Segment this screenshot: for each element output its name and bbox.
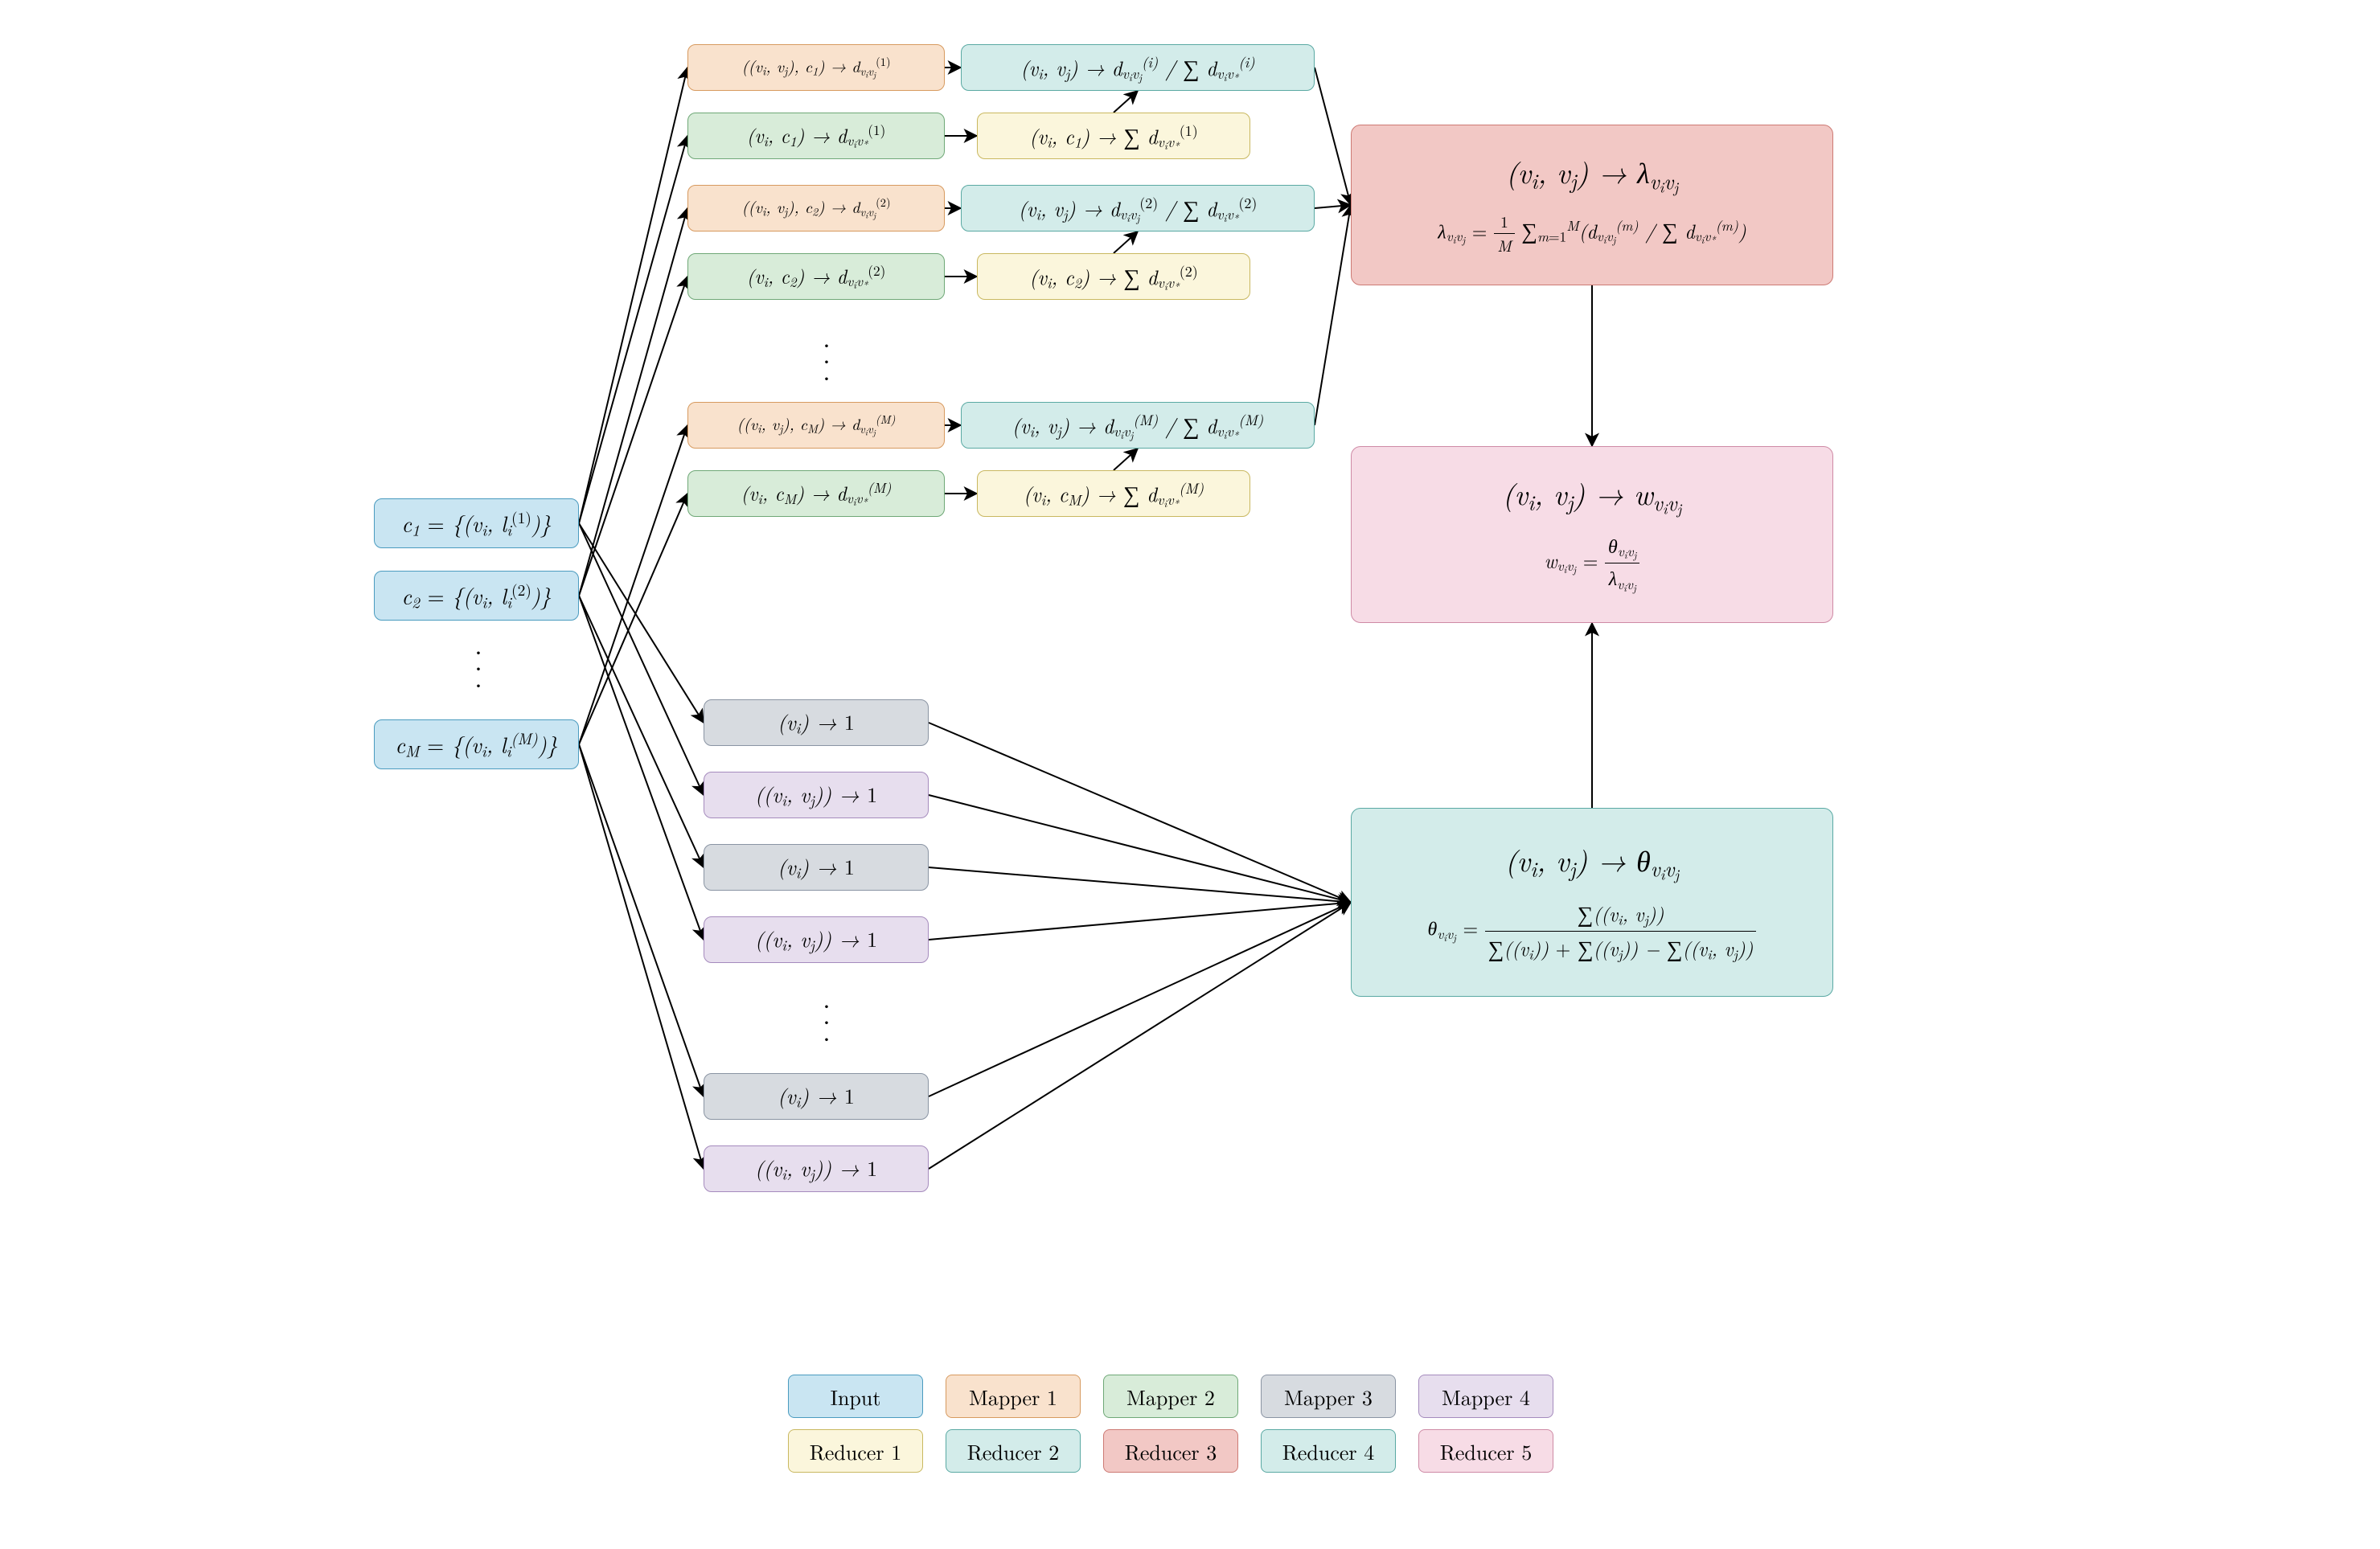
node-label: ((vi, vj)) → 1 [755,779,877,811]
legend-swatch: Reducer 3 [1103,1429,1238,1473]
node-label: (vi, c2) → dviv*(2) [747,261,886,293]
vertical-ellipsis: ··· [810,997,843,1046]
legend-swatch: Mapper 4 [1418,1375,1553,1418]
node-r2b: (vi, vj) → dvivj(2) / ∑ dviv*(2) [961,185,1315,232]
bignode-main: (vi, vj) → θvivj [1505,842,1679,884]
node-label: (vi) → 1 [778,707,855,739]
edge [579,523,704,723]
node-m4a: ((vi, vj)) → 1 [704,772,929,818]
legend-swatch: Reducer 4 [1261,1429,1396,1473]
node-label: cM = {(vi, li(M))} [396,727,558,762]
node-label: (vi, cM) → dviv*(M) [741,478,892,510]
node-r2a: (vi, vj) → dvivj(i) / ∑ dviv*(i) [961,44,1315,91]
node-label: (vi, vj) → dvivj(2) / ∑ dviv*(2) [1019,191,1258,226]
bignode-sub: wvivj = θvivjλvivj [1545,533,1640,594]
node-label: ((vi, vj)) → 1 [755,1153,877,1185]
diagram-stage: c1 = {(vi, li(1))} c2 = {(vi, li(2))} cM =… [0,0,2380,1549]
vertical-ellipsis: ··· [462,643,494,692]
legend-swatch: Mapper 2 [1103,1375,1238,1418]
node-label: (vi, vj) → dvivj(i) / ∑ dviv*(i) [1020,51,1254,85]
node-label: (vi) → 1 [778,851,855,883]
node-cM: cM = {(vi, li(M))} [374,719,579,769]
node-r1b: (vi, c2) → ∑ dviv*(2) [977,253,1250,300]
edge [1114,232,1138,253]
bignode-sub: θvivj = ∑((vi, vj))∑((vi)) + ∑((vj)) − ∑… [1428,899,1757,964]
edge [579,596,704,940]
node-label: ((vi, vj)) → 1 [755,924,877,956]
legend-swatch: Mapper 1 [946,1375,1081,1418]
bignode-main: (vi, vj) → wvivj [1503,475,1681,518]
edge [579,744,704,1096]
bignode-sub: λvivj = 1M ∑m=1M(dvivj(m) / ∑ dviv*(m)) [1438,211,1746,256]
node-m3M: (vi) → 1 [704,1073,929,1120]
node-label: ((vi, vj), c2) → dvivj(2) [741,195,890,221]
bignode-main: (vi, vj) → λvivj [1506,154,1678,196]
legend-swatch: Mapper 3 [1261,1375,1396,1418]
node-label: (vi, cM) → ∑ dviv*(M) [1024,477,1204,511]
node-label: (vi, c2) → ∑ dviv*(2) [1029,260,1197,294]
node-label: (vi, c1) → dviv*(1) [747,121,886,152]
node-m3b: (vi) → 1 [704,844,929,891]
legend-row-1: Input Mapper 1 Mapper 2 Mapper 3 Mapper 4 [788,1375,1553,1418]
edge [1114,91,1138,113]
edge [579,425,687,744]
node-label: (vi) → 1 [778,1080,855,1113]
legend-row-2: Reducer 1 Reducer 2 Reducer 3 Reducer 4 Redu… [788,1429,1553,1473]
legend-swatch: Reducer 5 [1418,1429,1553,1473]
node-m2b: (vi, c2) → dviv*(2) [687,253,945,300]
edge [579,136,687,523]
edge [1315,205,1351,425]
bignode-lambda: (vi, vj) → λvivj λvivj = 1M ∑m=1M(dvivj(m… [1351,125,1833,285]
legend-swatch: Reducer 1 [788,1429,923,1473]
edge [579,68,687,523]
node-m2M: (vi, cM) → dviv*(M) [687,470,945,517]
legend-swatch: Reducer 2 [946,1429,1081,1473]
node-label: ((vi, vj), c1) → dvivj(1) [741,54,890,80]
node-m4b: ((vi, vj)) → 1 [704,916,929,963]
bignode-w: (vi, vj) → wvivj wvivj = θvivjλvivj [1351,446,1833,623]
edge [929,795,1351,903]
edge [579,523,704,795]
edge [929,903,1351,940]
edge [579,494,687,744]
node-r1a: (vi, c1) → ∑ dviv*(1) [977,113,1250,159]
edge [1315,68,1351,205]
node-label: ((vi, vj), cM) → dvivj(M) [737,412,896,438]
edge [579,744,704,1169]
edge [1315,205,1351,208]
node-m1M: ((vi, vj), cM) → dvivj(M) [687,402,945,449]
edge [929,867,1351,903]
node-label: (vi, vj) → dvivj(M) / ∑ dviv*(M) [1012,408,1264,443]
edges-layer [0,0,2380,1549]
node-m1a: ((vi, vj), c1) → dvivj(1) [687,44,945,91]
bignode-theta: (vi, vj) → θvivj θvivj = ∑((vi, vj))∑((vi… [1351,808,1833,997]
node-r1M: (vi, cM) → ∑ dviv*(M) [977,470,1250,517]
node-label: c2 = {(vi, li(2))} [402,578,552,613]
vertical-ellipsis: ··· [810,336,843,385]
node-m2a: (vi, c1) → dviv*(1) [687,113,945,159]
edge [1114,449,1138,470]
node-m3a: (vi) → 1 [704,699,929,746]
edge [579,208,687,596]
node-c1: c1 = {(vi, li(1))} [374,498,579,548]
node-m1b: ((vi, vj), c2) → dvivj(2) [687,185,945,232]
node-r2M: (vi, vj) → dvivj(M) / ∑ dviv*(M) [961,402,1315,449]
node-label: (vi, c1) → ∑ dviv*(1) [1029,119,1197,154]
edge [929,723,1351,903]
node-m4M: ((vi, vj)) → 1 [704,1145,929,1192]
legend-swatch: Input [788,1375,923,1418]
edge [579,596,704,867]
edge [929,903,1351,1097]
edge [929,903,1351,1170]
edge [579,277,687,596]
node-c2: c2 = {(vi, li(2))} [374,571,579,621]
node-label: c1 = {(vi, li(1))} [402,506,552,541]
